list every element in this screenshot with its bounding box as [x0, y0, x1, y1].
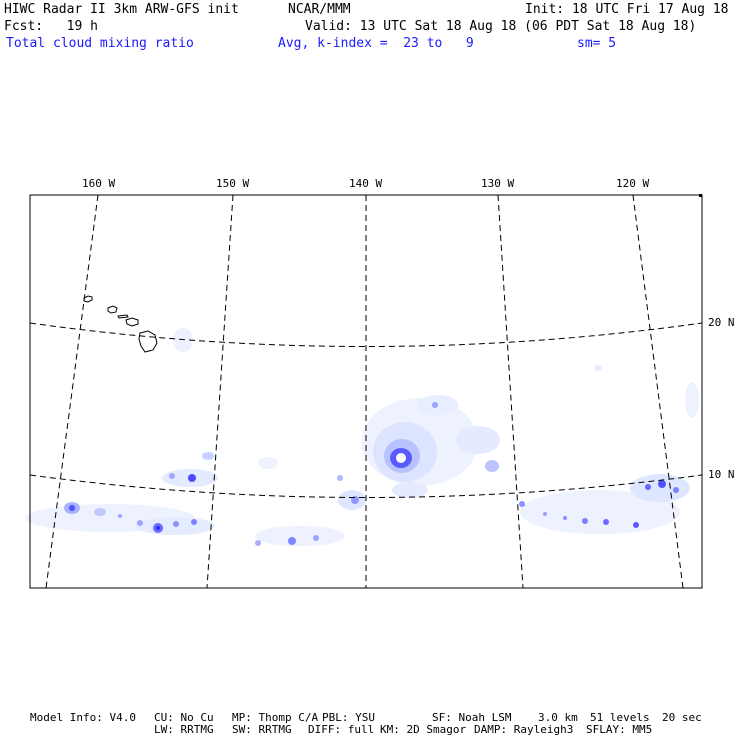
surface-scheme: SF: Noah LSM [432, 711, 512, 724]
cell-c3 [255, 540, 261, 546]
cell-e9 [519, 501, 525, 507]
diffusion-option: DIFF: full [308, 723, 375, 736]
cloud-field [25, 328, 699, 546]
cell-e4 [673, 487, 679, 493]
cell-e5 [633, 522, 639, 528]
vertical-levels: 51 levels [590, 711, 650, 724]
lon-label-140w: 140 W [349, 177, 382, 190]
meridian-120w [632, 194, 684, 589]
cluster-c7 [258, 457, 278, 469]
model-info: Model Info: V4.0 [30, 711, 136, 724]
cluster-e12 [594, 365, 602, 371]
longwave-scheme: LW: RRTMG [154, 723, 214, 736]
cell-e2 [658, 480, 666, 488]
cell-e3 [645, 484, 651, 490]
cell-w8 [137, 520, 143, 526]
time-step: 20 sec [662, 711, 702, 724]
cell-w3 [94, 508, 106, 516]
island-big-island [138, 330, 158, 353]
field-name: Total cloud mixing ratio [6, 36, 194, 51]
graticule [29, 194, 703, 589]
cell-northeast [432, 402, 438, 408]
pbl-scheme: PBL: YSU [322, 711, 375, 724]
damping-option: DAMP: Rayleigh3 [474, 723, 574, 736]
forecast-hour: Fcst: 19 h [4, 19, 98, 34]
microphysics-scheme: MP: Thomp C/A [232, 711, 319, 724]
island-kauai [83, 295, 93, 303]
island-oahu [107, 305, 118, 314]
level-range: Avg, k-index = 23 to 9 [278, 36, 474, 51]
grid-spacing: 3.0 km [538, 711, 578, 724]
valid-time: Valid: 13 UTC Sat 18 Aug 18 (06 PDT Sat … [305, 19, 697, 34]
cell-w2 [69, 505, 75, 511]
lat-label-20n: 20 N [708, 316, 735, 329]
eddy-coefficient: KM: 2D Smagor [380, 723, 467, 736]
cumulus-scheme: CU: No Cu [154, 711, 214, 724]
lon-label-120w: 120 W [616, 177, 649, 190]
cell-w7 [191, 519, 197, 525]
cell-w12 [169, 473, 175, 479]
surface-layer: SFLAY: MM5 [586, 723, 653, 736]
cluster-e1 [630, 474, 690, 502]
cell-rainband-south [392, 482, 428, 498]
itcz-east-band [520, 490, 680, 534]
cluster-e11 [685, 382, 699, 418]
lat-label-10n: 10 N [708, 468, 735, 481]
hurricane-eye [396, 453, 406, 463]
cell-w11 [188, 474, 196, 482]
cell-w5 [156, 526, 160, 530]
outflow-band-east [456, 426, 500, 454]
cell-e8 [563, 516, 567, 520]
lon-label-150w: 150 W [216, 177, 249, 190]
meridian-150w [206, 194, 234, 589]
central-band [255, 526, 345, 546]
smoothing-label: sm= 5 [577, 36, 617, 51]
cell-east [485, 460, 499, 472]
meridian-130w [497, 194, 524, 589]
cluster-w13 [202, 452, 214, 460]
source-label: NCAR/MMM [288, 2, 351, 17]
cell-e10 [543, 512, 547, 516]
cell-e6 [603, 519, 609, 525]
cell-e7 [582, 518, 588, 524]
cell-c2 [313, 535, 319, 541]
product-title: HIWC Radar II 3km ARW-GFS init [4, 2, 239, 17]
lon-label-160w: 160 W [82, 177, 115, 190]
init-time: Init: 18 UTC Fri 17 Aug 18 [525, 2, 729, 17]
cell-w9 [118, 514, 122, 518]
island-maui [125, 317, 139, 327]
cell-c5 [351, 496, 359, 504]
cell-c6 [337, 475, 343, 481]
meridian-160w [45, 194, 99, 589]
hawaiian-islands [83, 295, 158, 353]
corner-mark [699, 194, 702, 197]
cell-w6 [173, 521, 179, 527]
cell-c1 [288, 537, 296, 545]
shortwave-scheme: SW: RRTMG [232, 723, 292, 736]
island-molokai [117, 314, 129, 319]
parallel-10n [29, 474, 703, 498]
lon-label-130w: 130 W [481, 177, 514, 190]
